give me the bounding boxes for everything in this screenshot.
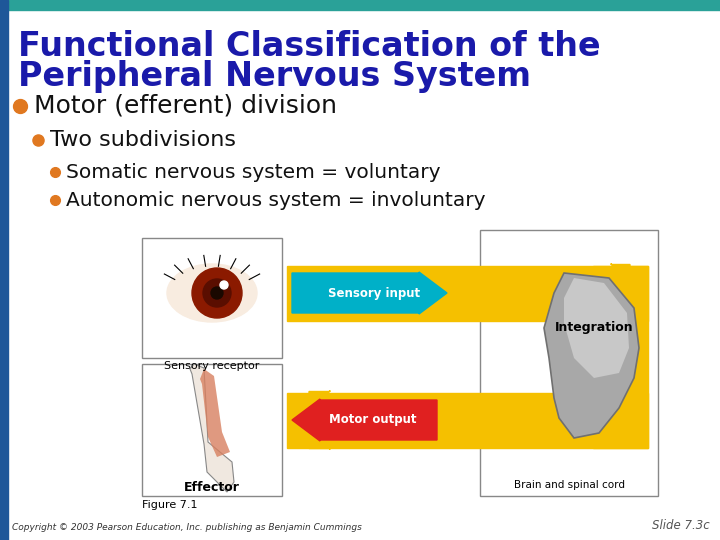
Polygon shape — [544, 273, 639, 438]
Text: Sensory input: Sensory input — [328, 287, 420, 300]
Bar — [287, 266, 648, 321]
Text: Two subdivisions: Two subdivisions — [50, 130, 236, 150]
FancyArrow shape — [292, 272, 447, 314]
FancyArrow shape — [292, 399, 437, 441]
Text: Peripheral Nervous System: Peripheral Nervous System — [18, 60, 531, 93]
Text: Slide 7.3c: Slide 7.3c — [652, 519, 710, 532]
Bar — [480, 230, 658, 496]
Bar — [0, 0, 720, 10]
FancyArrow shape — [611, 264, 631, 322]
Text: Sensory receptor: Sensory receptor — [164, 361, 260, 371]
Polygon shape — [190, 364, 234, 492]
Bar — [142, 238, 282, 358]
Bar — [0, 0, 8, 540]
Polygon shape — [564, 278, 629, 378]
Polygon shape — [200, 369, 230, 457]
Text: Integration: Integration — [554, 321, 634, 334]
Circle shape — [220, 281, 228, 289]
Text: Autonomic nervous system = involuntary: Autonomic nervous system = involuntary — [66, 191, 485, 210]
Circle shape — [192, 268, 242, 318]
Bar — [142, 364, 282, 496]
FancyArrow shape — [308, 390, 330, 449]
Text: Figure 7.1: Figure 7.1 — [142, 500, 197, 510]
Bar — [287, 393, 648, 448]
Text: Brain and spinal cord: Brain and spinal cord — [513, 480, 624, 490]
Ellipse shape — [167, 264, 257, 322]
Text: Somatic nervous system = voluntary: Somatic nervous system = voluntary — [66, 163, 441, 181]
Text: Motor (efferent) division: Motor (efferent) division — [34, 94, 337, 118]
Text: Effector: Effector — [184, 481, 240, 494]
Text: Motor output: Motor output — [329, 414, 416, 427]
Text: Functional Classification of the: Functional Classification of the — [18, 30, 600, 63]
Bar — [593, 266, 648, 448]
Circle shape — [211, 287, 223, 299]
Circle shape — [203, 279, 231, 307]
Text: Copyright © 2003 Pearson Education, Inc. publishing as Benjamin Cummings: Copyright © 2003 Pearson Education, Inc.… — [12, 523, 362, 532]
